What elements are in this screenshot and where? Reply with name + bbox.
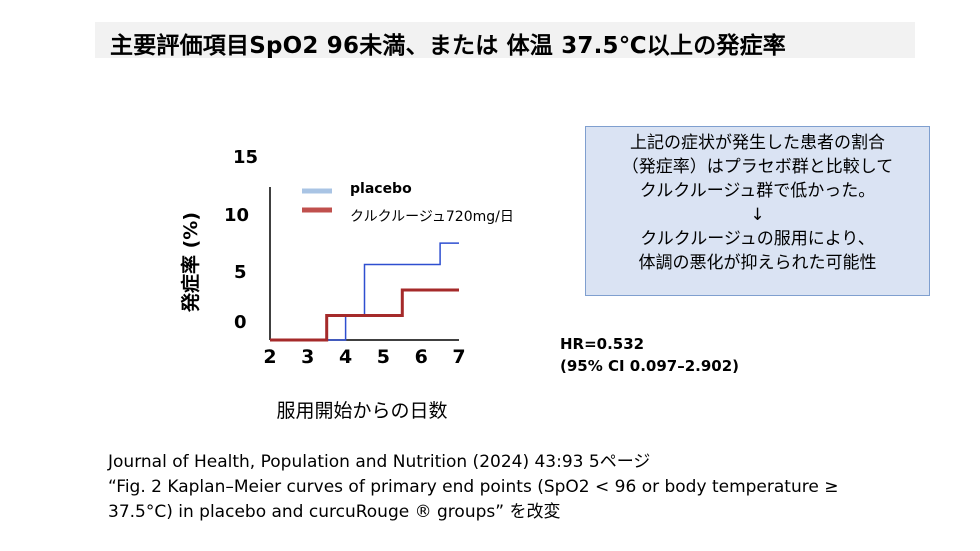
hazard-ratio: HR=0.532 [560,335,645,353]
confidence-interval: (95% CI 0.097–2.902) [560,357,740,375]
citation-line: Journal of Health, Population and Nutrit… [108,452,651,472]
y-ticks: 15 10 5 0 [224,147,258,333]
x-tick-label: 5 [377,346,390,368]
citation: Journal of Health, Population and Nutrit… [108,450,838,525]
series-group [270,242,459,342]
x-axis-label: 服用開始からの日数 [276,400,447,422]
x-tick-label: 7 [452,346,465,368]
y-tick-label: 15 [233,147,258,168]
note-line: クルクルージュ群で低かった。 [639,181,876,201]
y-axis-label: 発症率 (%) [179,212,202,313]
series-line-placebo [270,242,459,341]
legend-label-placebo: placebo [350,181,412,197]
y-tick-label: 5 [234,262,247,283]
note-line: クルクルージュの服用により、 [640,229,875,249]
title-background [95,22,915,58]
note-arrow: ↓ [750,205,765,225]
x-ticks: 2 3 4 5 6 7 [263,346,465,368]
citation-line: 37.5°C) in placebo and curcuRouge ® grou… [108,502,561,522]
hazard-ratio-block: HR=0.532 (95% CI 0.097–2.902) [560,333,739,377]
note-line: 上記の症状が発生した患者の割合 [630,133,885,153]
x-tick-label: 4 [339,346,352,368]
x-tick-label: 6 [415,346,428,368]
x-tick-label: 2 [263,346,276,368]
y-tick-label: 10 [224,205,249,226]
legend-label-curcurouge: クルクルージュ720mg/日 [350,209,514,225]
series-line-curcurouge [270,288,459,342]
y-tick-label: 0 [234,312,247,333]
citation-line: “Fig. 2 Kaplan–Meier curves of primary e… [108,477,839,497]
summary-note-box: 上記の症状が発生した患者の割合 （発症率）はプラセボ群と比較して クルクルージュ… [585,126,930,296]
legend: placebo クルクルージュ720mg/日 [302,181,514,225]
x-tick-label: 3 [301,346,314,368]
page-title: 主要評価項目SpO2 96未満、または 体温 37.5℃以上の発症率 [110,33,787,59]
note-line: （発症率）はプラセボ群と比較して [621,157,894,177]
note-line: 体調の悪化が抑えられた可能性 [638,253,877,273]
